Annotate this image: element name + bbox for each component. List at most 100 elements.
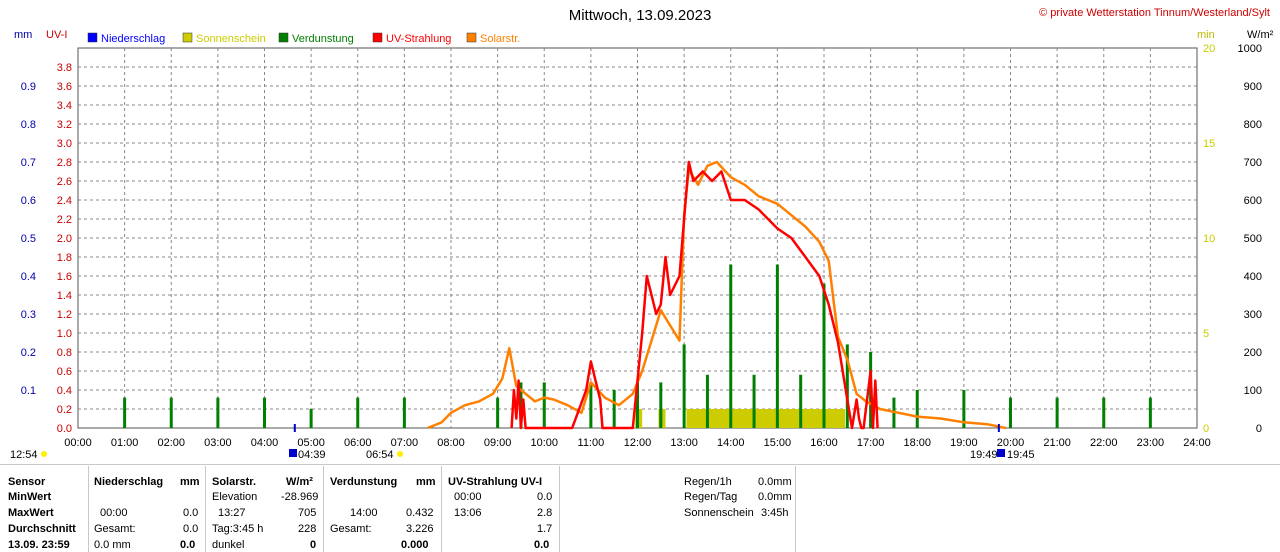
cell: Elevation — [212, 491, 258, 503]
sunrise-icon — [289, 449, 297, 457]
col-sep — [795, 466, 796, 552]
x-tick-label: 24:00 — [1183, 437, 1211, 449]
col-sep — [441, 466, 442, 552]
cell: 0.000 — [401, 539, 429, 551]
cell: Gesamt: — [94, 523, 136, 535]
col-sep — [205, 466, 206, 552]
y-tick-uv: 1.4 — [57, 290, 72, 302]
row-label: MaxWert — [8, 507, 54, 519]
row-label: 13.09. 23:59 — [8, 539, 70, 551]
y-tick-wm2: 700 — [1244, 157, 1262, 169]
sun-time-label: 19:49 — [970, 449, 998, 461]
y-tick-mm: 0.2 — [21, 347, 36, 359]
cell: 705 — [298, 507, 317, 519]
x-tick-label: 05:00 — [297, 437, 325, 449]
y-tick-uv: 2.2 — [57, 214, 72, 226]
evaporation-bar — [589, 382, 593, 428]
x-tick-label: 02:00 — [157, 437, 185, 449]
x-tick-label: 03:00 — [204, 437, 232, 449]
y-tick-min: 0 — [1203, 423, 1209, 435]
chart-title: Mittwoch, 13.09.2023 — [569, 7, 712, 24]
cell: 00:00 — [100, 507, 128, 519]
x-tick-label: 21:00 — [1043, 437, 1071, 449]
cell: 3.226 — [406, 523, 434, 535]
evaporation-bar — [752, 374, 756, 428]
y-tick-mm: 0.5 — [21, 233, 36, 245]
y-tick-wm2: 400 — [1244, 271, 1262, 283]
col-head: UV-Strahlung UV-I — [448, 476, 543, 488]
evaporation-bar — [1148, 397, 1152, 428]
y-tick-uv: 1.2 — [57, 309, 72, 321]
x-tick-label: 11:00 — [578, 437, 605, 449]
uv-line — [510, 160, 879, 430]
evaporation-bar — [1009, 397, 1012, 428]
cell: 13:06 — [454, 507, 482, 519]
row-label: MinWert — [8, 491, 52, 503]
sunshine-bar — [686, 409, 845, 428]
cell: 0 — [310, 539, 317, 551]
stats-table: Sensor MinWert MaxWert Durchschnitt 13.0… — [0, 468, 1280, 552]
cell: 0.0 — [183, 507, 199, 519]
y-tick-uv: 2.0 — [57, 233, 72, 245]
evaporation-bar — [775, 264, 779, 428]
evaporation-bar — [1055, 397, 1059, 428]
x-tick-label: 18:00 — [903, 437, 931, 449]
legend: Niederschlag Sonnenschein Verdunstung UV-St… — [87, 32, 520, 45]
y-tick-mm: 0.1 — [21, 385, 36, 397]
sun-icon — [41, 451, 47, 457]
y-tick-mm: 0.8 — [21, 119, 36, 131]
col-unit: mm — [180, 476, 200, 488]
cell: -28.969 — [281, 491, 319, 503]
x-tick-label: 13:00 — [670, 437, 698, 449]
y-tick-wm2: 1000 — [1238, 43, 1262, 55]
y-tick-uv: 0.8 — [57, 347, 72, 359]
y-tick-min: 15 — [1203, 138, 1215, 150]
y-tick-wm2: 600 — [1244, 195, 1262, 207]
sun-time-label: 04:39 — [298, 449, 326, 461]
x-tick-label: 06:00 — [344, 437, 372, 449]
cell: Sonnenschein — [684, 507, 754, 519]
unit-uv: UV-I — [46, 29, 67, 41]
y-tick-uv: 0.2 — [57, 404, 72, 416]
evaporation-bar — [612, 390, 616, 428]
col-sep — [88, 466, 89, 552]
y-tick-mm: 0.6 — [21, 195, 36, 207]
evaporation-bar — [962, 390, 966, 428]
x-tick-label: 12:00 — [624, 437, 652, 449]
evaporation-bar — [169, 397, 173, 428]
legend-swatch — [182, 32, 193, 43]
cell: 3:45h — [761, 507, 789, 519]
evaporation-bar — [659, 382, 663, 428]
evaporation-bar — [845, 344, 849, 428]
evaporation-bar — [542, 382, 546, 428]
y-tick-mm: 0.4 — [21, 271, 36, 283]
legend-label: Solarstr. — [480, 33, 520, 45]
evaporation-bar — [822, 283, 826, 428]
cell: 13:27 — [218, 507, 246, 519]
evaporation-bar — [496, 397, 500, 428]
cell: 2.8 — [537, 507, 553, 519]
cell: 0.432 — [406, 507, 434, 519]
y-tick-wm2: 100 — [1244, 385, 1262, 397]
x-tick-label: 16:00 — [810, 437, 838, 449]
cell: 0.0 — [180, 539, 196, 551]
row-label: Durchschnitt — [8, 523, 76, 535]
cell: 0.0mm — [758, 476, 792, 488]
y-tick-uv: 3.6 — [57, 81, 72, 93]
evaporation-bar — [729, 264, 733, 428]
y-tick-uv: 0.4 — [57, 385, 72, 397]
legend-swatch — [372, 32, 383, 43]
y-tick-mm: 0.9 — [21, 81, 36, 93]
legend-swatch — [87, 32, 98, 43]
evaporation-bar — [216, 397, 220, 428]
y-tick-uv: 2.4 — [57, 195, 72, 207]
sun-time-label: 19:45 — [1007, 449, 1035, 461]
cell: 14:00 — [350, 507, 378, 519]
legend-label: Sonnenschein — [196, 33, 266, 45]
annotations: 12:54 04:39 06:54 19:49 19:45 — [10, 424, 1035, 461]
y-tick-wm2: 800 — [1244, 119, 1262, 131]
cell: 0.0 — [537, 491, 553, 503]
col-head: Niederschlag — [94, 476, 164, 488]
evaporation-bar — [705, 374, 709, 428]
x-tick-label: 00:00 — [64, 437, 92, 449]
